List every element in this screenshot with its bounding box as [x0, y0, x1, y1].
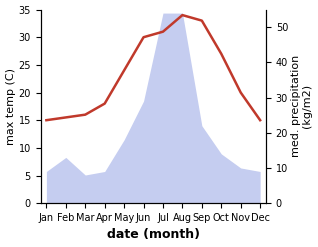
X-axis label: date (month): date (month) — [107, 228, 200, 242]
Y-axis label: med. precipitation
(kg/m2): med. precipitation (kg/m2) — [291, 55, 313, 158]
Y-axis label: max temp (C): max temp (C) — [5, 68, 16, 145]
